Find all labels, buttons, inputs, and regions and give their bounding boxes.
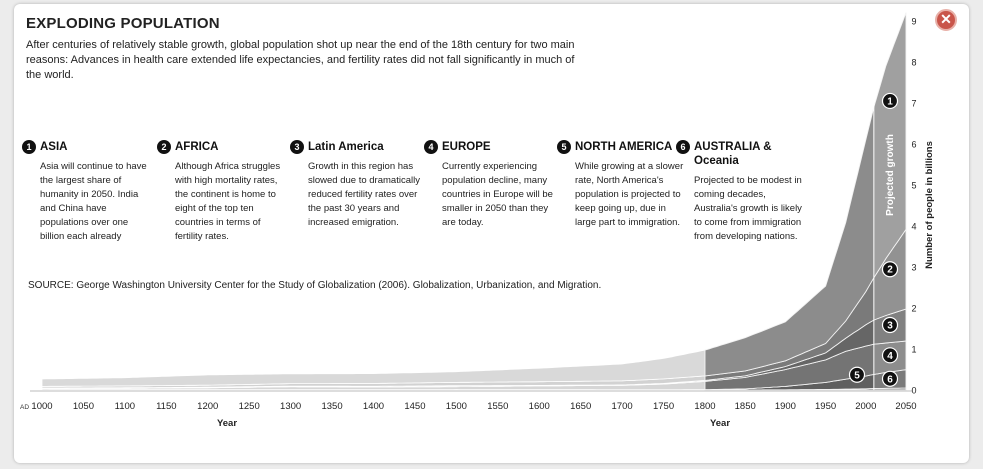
region-description: Although Africa struggles with high mort… <box>175 161 281 242</box>
region-description: Growth in this region has slowed due to … <box>308 161 420 228</box>
x-tick-label: 1250 <box>239 401 260 412</box>
x-tick-label: 1100 <box>115 401 135 412</box>
region-description: Currently experiencing population declin… <box>442 161 553 228</box>
page-title: EXPLODING POPULATION <box>26 15 220 32</box>
region-europe: 4 EUROPE Currently experiencing populatio… <box>424 140 554 230</box>
x-axis-title: Year <box>710 418 730 429</box>
x-tick-label: 1450 <box>404 401 425 412</box>
region-badge-circle <box>881 370 899 387</box>
x-tick-label: 1350 <box>321 401 342 412</box>
x-tick-label: 2050 <box>895 401 916 412</box>
region-number-badge: 1 <box>22 140 36 154</box>
region-badge-label: 3 <box>887 320 893 331</box>
y-tick-label: 6 <box>911 140 916 150</box>
region-badge-circle <box>848 366 866 383</box>
region-number-badge: 3 <box>290 140 304 154</box>
region-number-badge: 2 <box>157 140 171 154</box>
x-tick-label: 1650 <box>570 401 591 412</box>
region-badge-label: 6 <box>887 374 893 385</box>
x-tick-label: 1200 <box>197 401 218 412</box>
region-badge-circle <box>881 92 899 110</box>
region-description: Projected to be modest in coming decades… <box>694 175 802 242</box>
x-tick-label: 2000 <box>855 401 876 412</box>
region-badge-label: 1 <box>887 96 893 107</box>
y-tick-label: 5 <box>911 181 916 191</box>
x-tick-label: 1800 <box>694 401 715 412</box>
projection-label: Projected growth <box>885 134 896 216</box>
region-number-badge: 4 <box>424 140 438 154</box>
x-axis-prefix: AD <box>20 404 29 411</box>
region-name: AFRICA <box>175 141 219 153</box>
x-tick-label: 1550 <box>487 401 508 412</box>
region-australia-oceania: 6 AUSTRALIA & Oceania Projected to be mod… <box>676 140 806 244</box>
x-tick-label: 1000 <box>31 401 52 412</box>
x-tick-label: 1300 <box>280 401 301 412</box>
region-latin-america: 3 Latin America Growth in this region has… <box>290 140 420 230</box>
region-asia: 1 ASIA Asia will continue to have the lar… <box>22 140 152 244</box>
region-badge-label: 4 <box>887 351 893 362</box>
region-name: Latin America <box>308 141 384 153</box>
close-button[interactable]: ✕ <box>935 9 957 31</box>
area-band-1 <box>704 12 907 377</box>
x-tick-label: 1050 <box>73 401 94 412</box>
x-tick-label: 1400 <box>363 401 384 412</box>
region-name: EUROPE <box>442 141 491 153</box>
region-badge-label: 2 <box>887 265 893 276</box>
x-tick-label: 1850 <box>735 401 756 412</box>
region-name: ASIA <box>40 141 68 153</box>
y-tick-label: 2 <box>911 304 916 314</box>
x-tick-label: 1500 <box>446 401 467 412</box>
intro-text: After centuries of relatively stable gro… <box>26 39 575 81</box>
x-tick-label: 1750 <box>653 401 674 412</box>
y-tick-label: 9 <box>911 17 916 27</box>
region-africa: 2 AFRICA Although Africa struggles with h… <box>157 140 287 244</box>
y-tick-label: 4 <box>911 222 916 232</box>
region-badge-circle <box>881 261 899 278</box>
region-description: While growing at a slower rate, North Am… <box>575 161 684 228</box>
y-tick-label: 7 <box>911 99 916 109</box>
y-axis-title: Number of people in billions <box>924 141 935 269</box>
x-tick-label: 1150 <box>156 401 176 412</box>
y-tick-label: 3 <box>911 263 916 273</box>
y-tick-label: 1 <box>911 345 916 355</box>
x-tick-label: 1950 <box>815 401 836 412</box>
region-north-america: 5 NORTH AMERICA While growing at a slower… <box>557 140 687 230</box>
region-name: NORTH AMERICA <box>575 141 673 153</box>
region-badge-circle <box>881 347 899 364</box>
region-number-badge: 6 <box>676 140 690 154</box>
region-name: AUSTRALIA & Oceania <box>694 141 772 167</box>
region-number-badge: 5 <box>557 140 571 154</box>
x-tick-label: 1600 <box>529 401 550 412</box>
region-badge-circle <box>881 316 899 334</box>
source-note: SOURCE: George Washington University Cen… <box>28 280 602 291</box>
x-tick-label: 1900 <box>775 401 796 412</box>
y-tick-label: 0 <box>911 386 916 396</box>
region-badge-label: 5 <box>854 370 860 381</box>
y-tick-label: 8 <box>911 58 916 68</box>
x-axis-title: Year <box>217 418 237 429</box>
x-tick-label: 1700 <box>612 401 633 412</box>
region-description: Asia will continue to have the largest s… <box>40 161 147 242</box>
area-band-1-historic <box>41 349 706 387</box>
